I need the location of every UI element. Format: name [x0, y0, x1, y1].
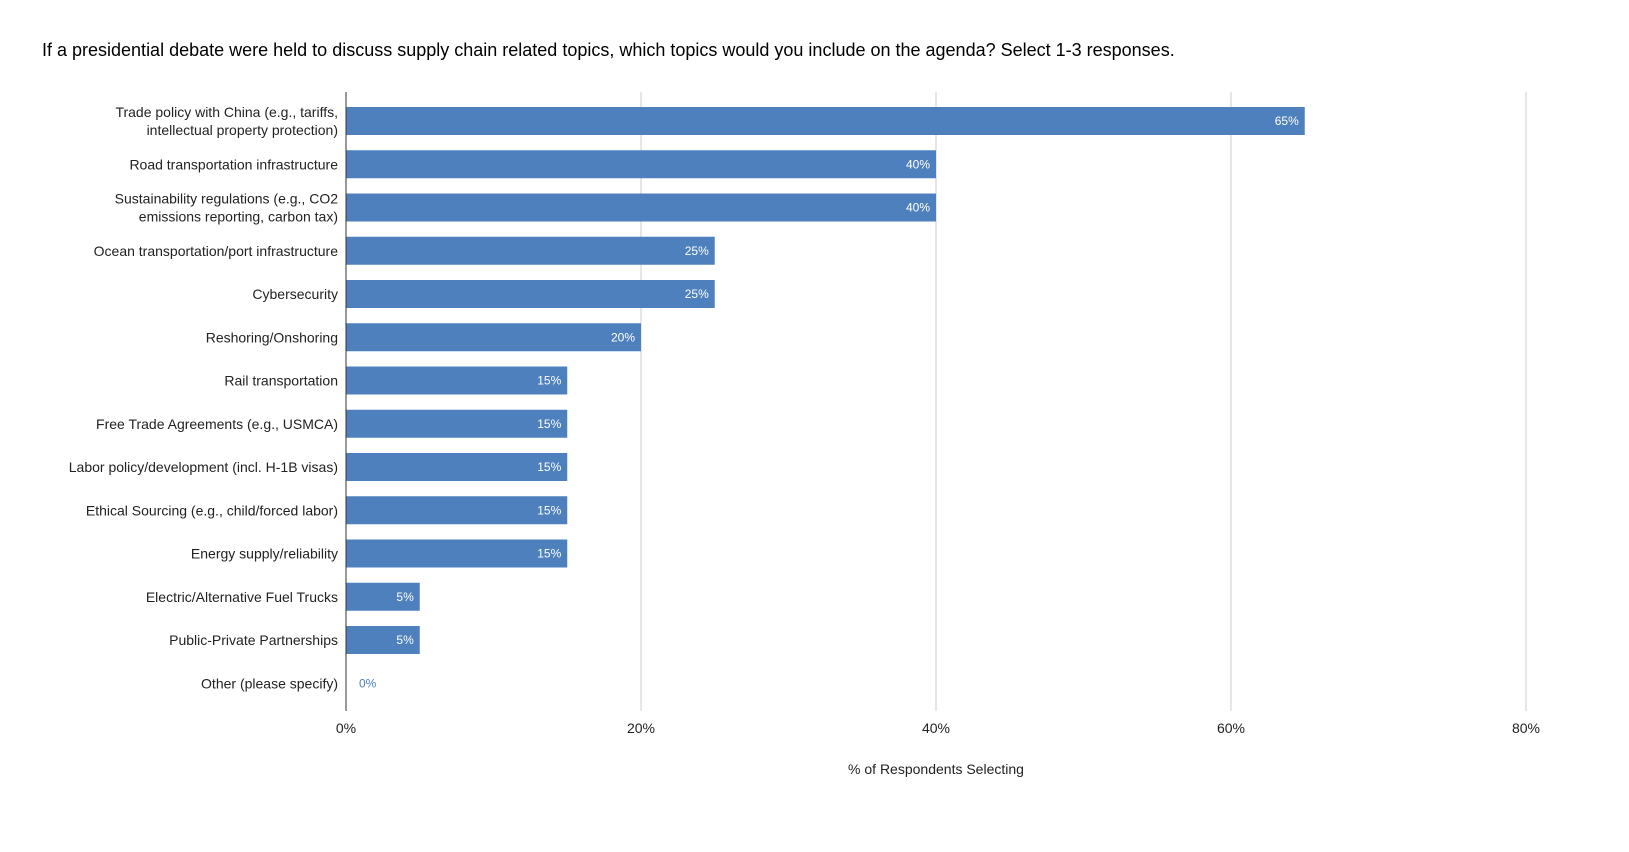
- x-tick-label: 80%: [1512, 720, 1540, 736]
- category-label: Free Trade Agreements (e.g., USMCA): [96, 416, 338, 432]
- category-label: Labor policy/development (incl. H-1B vis…: [69, 459, 338, 475]
- category-label: Rail transportation: [224, 373, 338, 389]
- data-label: 0%: [359, 676, 377, 690]
- bar: [346, 366, 568, 395]
- bar: [346, 582, 420, 611]
- category-label: Trade policy with China (e.g., tariffs, i…: [115, 104, 338, 138]
- category-label-line: Energy supply/reliability: [191, 546, 338, 562]
- category-label-line: Public-Private Partnerships: [169, 632, 338, 648]
- data-label: 25%: [685, 287, 709, 301]
- category-label-line: Ethical Sourcing (e.g., child/forced lab…: [86, 502, 338, 518]
- category-label: Ocean transportation/port infrastructure: [94, 243, 339, 259]
- bar: [346, 453, 568, 481]
- data-label: 15%: [537, 547, 561, 561]
- data-label: 15%: [537, 460, 561, 474]
- gridlines: [640, 92, 1527, 711]
- category-label-line: Sustainability regulations (e.g., CO2: [115, 191, 339, 207]
- bar: [346, 496, 568, 525]
- category-label-line: Free Trade Agreements (e.g., USMCA): [96, 416, 338, 432]
- category-label: Sustainability regulations (e.g., CO2 emi…: [115, 191, 339, 225]
- category-label-line: Reshoring/Onshoring: [206, 329, 338, 345]
- x-tick-label: 0%: [336, 720, 356, 736]
- x-tick-label: 20%: [627, 720, 655, 736]
- bar: [346, 193, 936, 222]
- category-label: Energy supply/reliability: [191, 546, 338, 562]
- bar: [346, 280, 715, 308]
- category-label: Ethical Sourcing (e.g., child/forced lab…: [86, 502, 338, 518]
- category-label-line: Labor policy/development (incl. H-1B vis…: [69, 459, 338, 475]
- bar: [346, 539, 568, 568]
- data-label: 40%: [906, 201, 930, 215]
- category-label-line: emissions reporting, carbon tax): [139, 209, 338, 225]
- category-label-line: Cybersecurity: [252, 286, 338, 302]
- bar: [346, 409, 568, 438]
- category-label: Cybersecurity: [252, 286, 338, 302]
- data-label: 40%: [906, 157, 930, 171]
- x-tick-label: 40%: [922, 720, 950, 736]
- bars: 65% 40% 40% 25% 25% 20% 15% 15% 15% 15% 15% 5% 5% 0%: [346, 107, 1305, 690]
- data-label: 5%: [396, 633, 414, 647]
- x-axis-title: % of Respondents Selecting: [848, 761, 1024, 777]
- data-label: 5%: [396, 590, 414, 604]
- data-label: 15%: [537, 417, 561, 431]
- category-label-line: Ocean transportation/port infrastructure: [94, 243, 339, 259]
- category-label-line: Other (please specify): [201, 675, 338, 691]
- category-label-line: Trade policy with China (e.g., tariffs,: [115, 104, 338, 120]
- data-label: 15%: [537, 374, 561, 388]
- category-label-line: Electric/Alternative Fuel Trucks: [146, 589, 338, 605]
- bar: [346, 150, 936, 179]
- category-label: Other (please specify): [201, 675, 338, 691]
- category-label: Public-Private Partnerships: [169, 632, 338, 648]
- category-label-line: Rail transportation: [224, 373, 338, 389]
- bar: [346, 323, 641, 352]
- category-label: Electric/Alternative Fuel Trucks: [146, 589, 338, 605]
- category-label-line: Road transportation infrastructure: [129, 156, 338, 172]
- category-label: Reshoring/Onshoring: [206, 329, 338, 345]
- category-label: Road transportation infrastructure: [129, 156, 338, 172]
- data-label: 20%: [611, 330, 635, 344]
- data-label: 15%: [537, 503, 561, 517]
- x-axis-ticks: 0% 20% 40% 60% 80%: [336, 720, 1540, 736]
- bar: [346, 626, 420, 654]
- x-tick-label: 60%: [1217, 720, 1245, 736]
- bar: [346, 236, 715, 265]
- category-label-line: intellectual property protection): [147, 122, 338, 138]
- bar: [346, 107, 1305, 135]
- data-label: 25%: [685, 244, 709, 258]
- category-labels: Trade policy with China (e.g., tariffs, i…: [69, 104, 338, 691]
- chart-title: If a presidential debate were held to di…: [42, 40, 1175, 60]
- data-label: 65%: [1275, 114, 1299, 128]
